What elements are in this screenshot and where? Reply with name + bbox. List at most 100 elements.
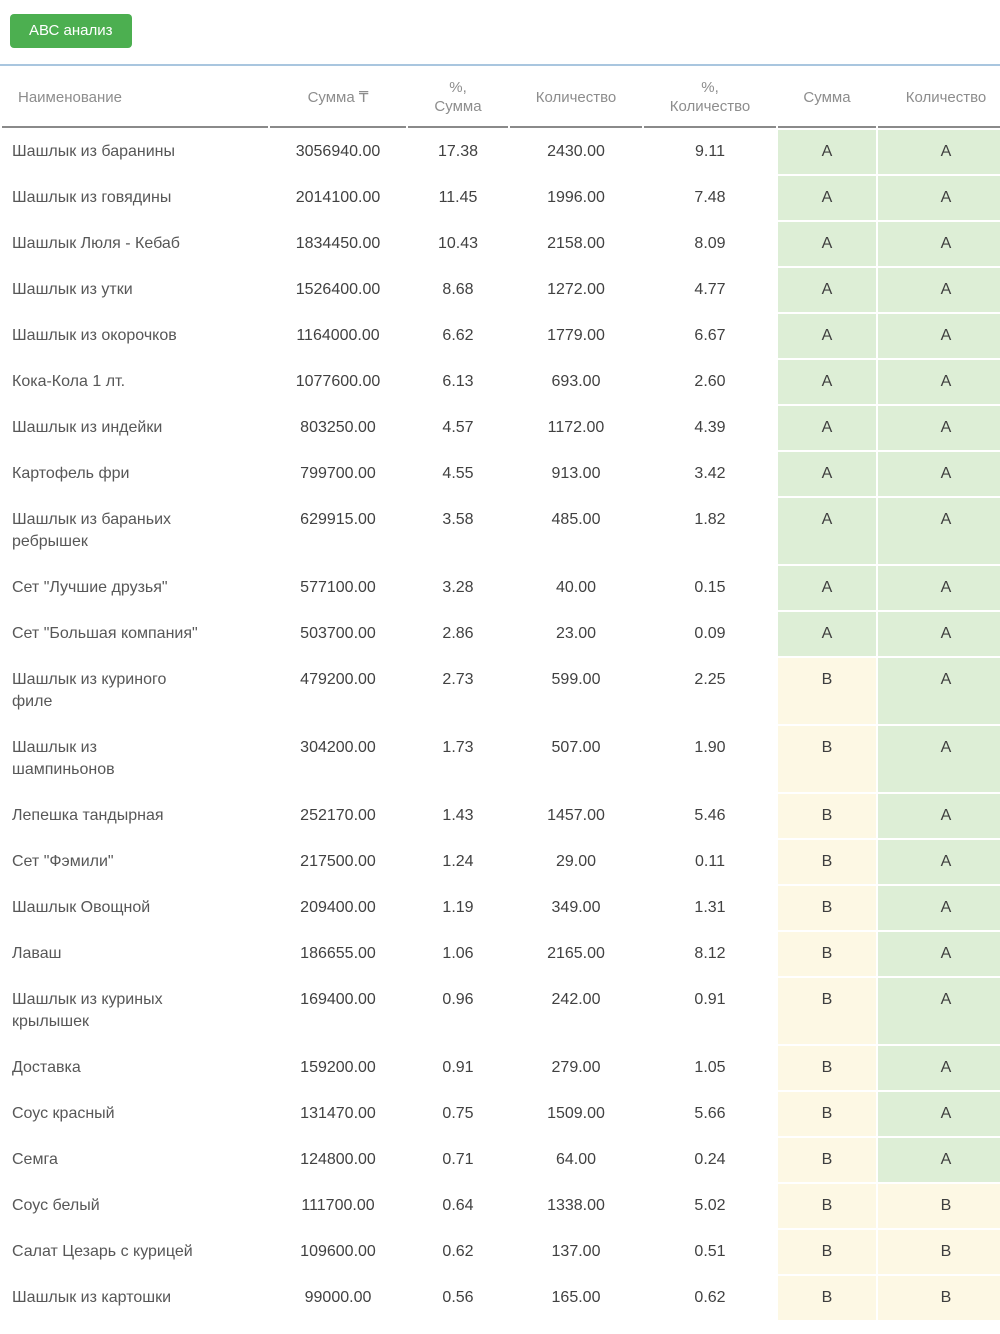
cell-quantity-category: A [878,268,1000,312]
cell-quantity-percent: 2.25 [694,671,726,688]
cell-quantity-category: A [878,222,1000,266]
cell-name: Шашлык из индейки [12,419,163,436]
cell-quantity: 23.00 [555,625,597,642]
table-row: Шашлык из куриного филе 479200.00 2.73 599.… [2,658,1000,724]
toolbar: АВС анализ [0,0,1000,64]
cell-quantity-percent: 2.60 [694,373,726,390]
table-row: Доставка 159200.00 0.91 279.00 1.05 B A [2,1046,1000,1090]
cell-quantity: 1779.00 [547,327,605,344]
cell-quantity: 64.00 [555,1151,597,1168]
cell-quantity: 1338.00 [547,1197,605,1214]
cell-sum-percent: 2.73 [442,671,474,688]
cell-quantity: 913.00 [551,465,601,482]
abc-analysis-button[interactable]: АВС анализ [10,14,132,48]
cell-quantity-percent: 1.82 [694,511,726,528]
cell-sum: 2014100.00 [295,189,381,206]
cell-quantity-category: A [878,1138,1000,1182]
cell-quantity-category: A [878,498,1000,564]
cell-sum-percent: 6.62 [442,327,474,344]
column-header-quantity: Количество [510,68,642,128]
cell-sum: 111700.00 [301,1197,375,1214]
cell-name: Сет "Большая компания" [12,625,198,642]
table-row: Лаваш 186655.00 1.06 2165.00 8.12 B A [2,932,1000,976]
cell-quantity: 1509.00 [547,1105,605,1122]
cell-quantity-percent: 1.90 [694,739,726,756]
column-header-sum-category: Сумма [778,68,876,128]
cell-sum: 3056940.00 [295,143,381,160]
cell-sum-percent: 1.43 [442,807,474,824]
cell-quantity: 693.00 [551,373,601,390]
cell-sum: 169400.00 [300,991,376,1008]
cell-sum-category: B [778,726,876,792]
cell-sum-category: A [778,130,876,174]
table-row: Шашлык из баранины 3056940.00 17.38 2430.00… [2,130,1000,174]
cell-name: Шашлык из куриных крылышек [12,991,163,1030]
cell-quantity: 2430.00 [547,143,605,160]
cell-quantity: 1996.00 [547,189,605,206]
cell-name: Сет "Фэмили" [12,853,114,870]
cell-name: Сет "Лучшие друзья" [12,579,168,596]
abc-analysis-table: Наименование Сумма ₸ %, Сумма Количество… [0,66,1000,1322]
cell-quantity-category: A [878,932,1000,976]
cell-sum-category: A [778,360,876,404]
cell-sum-category: A [778,268,876,312]
cell-name: Картофель фри [12,465,130,482]
cell-quantity-category: A [878,658,1000,724]
cell-quantity: 2158.00 [547,235,605,252]
table-row: Шашлык Овощной 209400.00 1.19 349.00 1.31 B A [2,886,1000,930]
table-row: Шашлык из индейки 803250.00 4.57 1172.00 4.3… [2,406,1000,450]
cell-name: Шашлык из бараньих ребрышек [12,511,171,550]
table-row: Шашлык из шампиньонов 304200.00 1.73 507.00… [2,726,1000,792]
cell-quantity: 242.00 [551,991,601,1008]
cell-sum-percent: 10.43 [437,235,479,252]
cell-name: Шашлык из баранины [12,143,175,160]
cell-quantity-percent: 3.42 [694,465,726,482]
cell-quantity-category: A [878,978,1000,1044]
cell-sum: 159200.00 [300,1059,376,1076]
cell-sum: 1834450.00 [295,235,381,252]
table-header-row: Наименование Сумма ₸ %, Сумма Количество… [2,68,1000,128]
cell-quantity-category: A [878,130,1000,174]
toolbar-divider [0,64,1000,66]
cell-quantity-percent: 0.15 [694,579,726,596]
cell-sum: 217500.00 [300,853,376,870]
cell-quantity-category: B [878,1230,1000,1274]
cell-sum-category: B [778,1046,876,1090]
table-row: Семга 124800.00 0.71 64.00 0.24 B A [2,1138,1000,1182]
cell-sum-percent: 4.55 [442,465,474,482]
cell-quantity: 507.00 [551,739,601,756]
cell-sum-percent: 17.38 [437,143,479,160]
cell-sum-percent: 1.06 [442,945,474,962]
table-row: Шашлык из куриных крылышек 169400.00 0.96 2… [2,978,1000,1044]
cell-quantity-category: A [878,794,1000,838]
column-header-quantity-percent: %, Количество [644,68,776,128]
cell-sum: 577100.00 [300,579,376,596]
cell-sum-percent: 0.64 [442,1197,474,1214]
cell-quantity-percent: 1.05 [694,1059,726,1076]
cell-quantity-category: A [878,1092,1000,1136]
cell-sum-category: B [778,978,876,1044]
column-header-quantity-category: Количество [878,68,1000,128]
cell-sum-category: A [778,452,876,496]
cell-sum-category: A [778,406,876,450]
cell-quantity-percent: 0.51 [694,1243,726,1260]
cell-sum-category: A [778,176,876,220]
cell-sum-percent: 0.62 [442,1243,474,1260]
cell-sum-category: B [778,1138,876,1182]
cell-sum: 629915.00 [300,511,376,528]
cell-name: Шашлык из шампиньонов [12,739,115,778]
table-row: Шашлык из картошки 99000.00 0.56 165.00 0.62… [2,1276,1000,1320]
table-row: Шашлык из говядины 2014100.00 11.45 1996.00… [2,176,1000,220]
cell-sum-category: A [778,222,876,266]
cell-sum-percent: 0.75 [442,1105,474,1122]
cell-name: Кока-Кола 1 лт. [12,373,126,390]
cell-sum-percent: 0.96 [442,991,474,1008]
cell-quantity-percent: 9.11 [695,143,725,160]
cell-sum-category: B [778,1276,876,1320]
cell-name: Доставка [12,1059,81,1076]
cell-sum-percent: 1.24 [442,853,474,870]
cell-sum: 304200.00 [300,739,376,756]
cell-quantity-percent: 1.31 [694,899,726,916]
cell-sum-percent: 3.28 [442,579,474,596]
cell-sum: 1164000.00 [296,327,380,344]
